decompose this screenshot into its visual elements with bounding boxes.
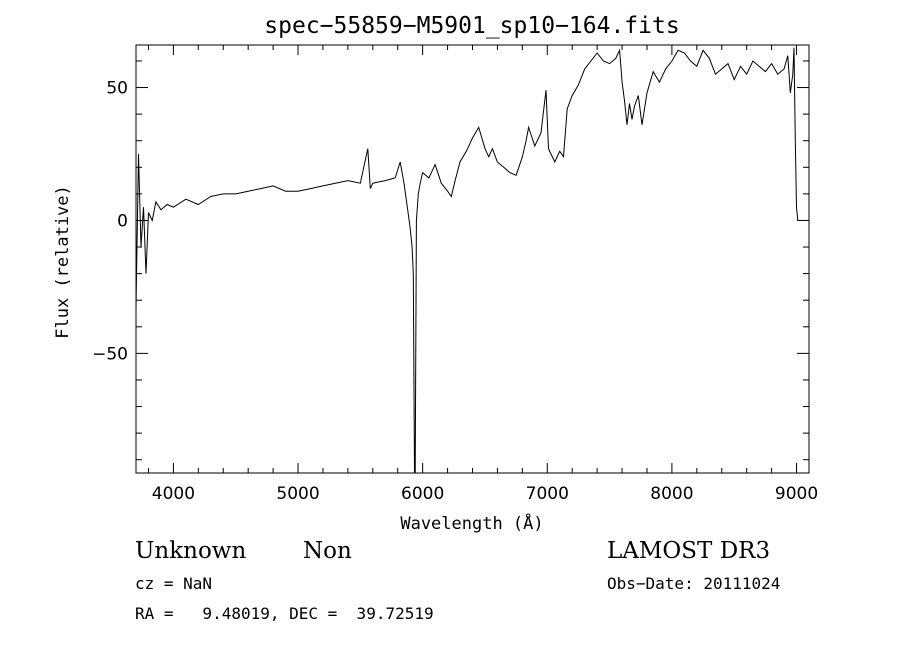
x-tick-label: 6000 (401, 484, 444, 504)
object-subclass: Non (303, 538, 352, 564)
plot-frame (135, 44, 810, 474)
x-tick-label: 7000 (526, 484, 569, 504)
obs-date: Obs−Date: 20111024 (607, 574, 781, 593)
y-tick-label: 50 (106, 79, 128, 99)
axis-ticks (136, 45, 809, 473)
chart-title: spec−55859−M5901_sp10−164.fits (264, 13, 679, 39)
x-tick-label: 9000 (775, 484, 818, 504)
x-tick-label: 5000 (276, 484, 319, 504)
object-class: Unknown (135, 538, 247, 564)
x-tick-label: 4000 (152, 484, 195, 504)
redshift-cz: cz = NaN (135, 574, 213, 593)
x-tick-label: 8000 (650, 484, 693, 504)
coordinates: RA = 9.48019, DEC = 39.72519 (135, 604, 434, 623)
axis-tick-labels: 4000 5000 6000 7000 8000 9000 −50 0 50 (92, 79, 818, 504)
x-axis-label: Wavelength (Å) (400, 512, 543, 534)
y-axis-label: Flux (relative) (53, 185, 73, 339)
y-tick-label: −50 (92, 344, 128, 364)
y-tick-label: 0 (117, 211, 128, 231)
flux-line (136, 47, 799, 473)
survey-name: LAMOST DR3 (607, 538, 771, 564)
